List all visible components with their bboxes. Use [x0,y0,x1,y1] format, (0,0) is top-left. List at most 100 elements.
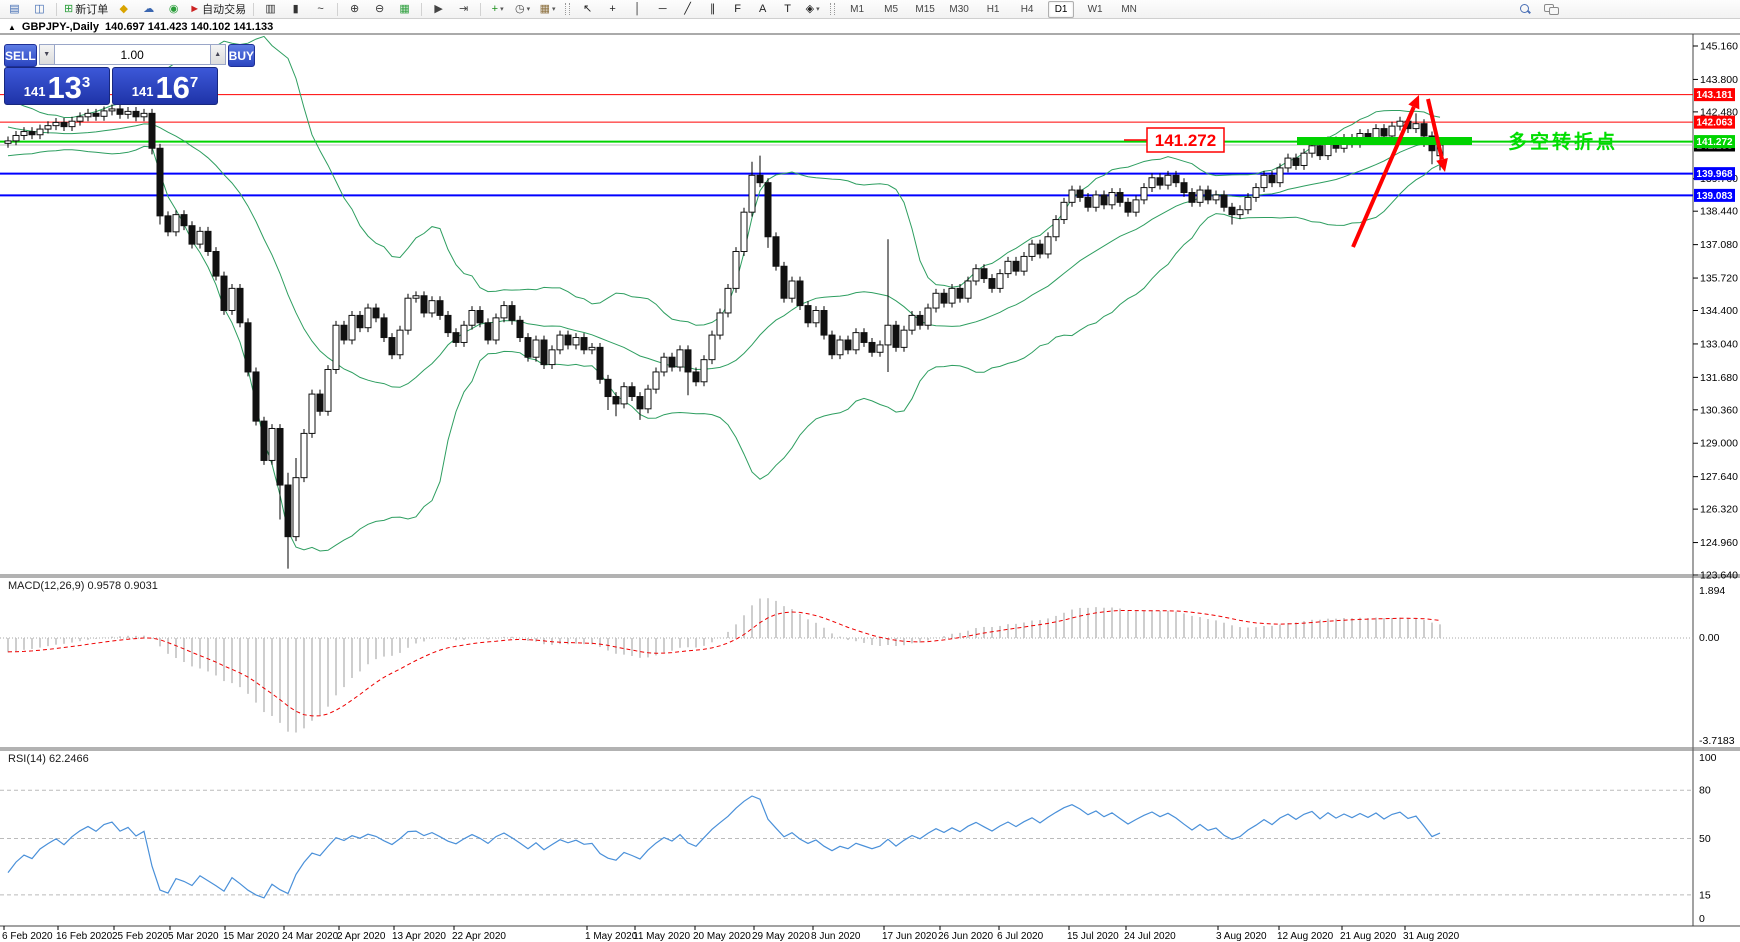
support-bar-object[interactable] [1297,137,1472,145]
date-axis-label: 21 Aug 2020 [1340,931,1397,942]
trendline-icon: ╱ [684,2,691,15]
volume-stepper: ▼ ▲ [38,44,226,65]
date-axis-label: 29 May 2020 [752,931,810,942]
bar-chart-icon: ▥ [265,2,276,15]
toolbar-separator [421,2,423,16]
one-click-trading-panel: SELL ▼ ▲ BUY 141 13 3 141 16 7 [4,44,256,105]
up-trend-arrow[interactable] [1351,95,1420,248]
megaphone-icon[interactable]: ◆ [112,1,135,17]
buy-price-sup: 7 [189,74,199,91]
candlestick-chart-icon: ▮ [292,2,299,15]
price-badge [1694,167,1735,181]
sell-price-sup: 3 [81,74,91,91]
timeframe-w1[interactable]: W1 [1087,3,1103,15]
price-axis[interactable]: 145.160143.800142.480139.760138.440137.0… [1693,41,1738,582]
down-trend-arrow[interactable] [1426,98,1448,172]
text-icon: A [758,2,767,15]
price-axis-label: 131.680 [1700,372,1738,384]
templates-button[interactable]: ▦ ▾ [536,1,559,17]
crosshair-icon[interactable]: + [601,1,624,17]
macd-axis-label: -3.7183 [1699,735,1735,747]
horizontal-line-icon: ─ [658,2,667,15]
line-chart-icon[interactable]: ~ [309,1,332,17]
date-axis[interactable]: 6 Feb 2020 16 Feb 2020 25 Feb 2020 5 Mar 20… [2,926,1460,942]
ohlc-readout: 140.697 141.423 140.102 141.133 [104,21,274,33]
crosshair-icon: + [609,2,616,15]
arrows-icon[interactable]: ◈ ▾ [801,1,824,17]
sell-price-prefix: 141 [23,84,46,99]
new-chart-icon: ▤ [9,2,20,15]
collapse-panel-icon[interactable]: ▲ [8,22,16,32]
sell-button[interactable]: SELL [4,44,37,67]
fibonacci-icon: F [734,2,741,15]
volume-input[interactable] [54,44,210,65]
tile-windows-icon: ▦ [399,2,410,15]
date-axis-label: 24 Jul 2020 [1124,931,1176,942]
main-toolbar: ▤ ◫ ⊞ 新订单 ◆ ☁ ◉ ► 自动交易 ▥ ▮ ~ ⊕ ⊖ ▦ ▶ ⇥ + ▾ ◷ ▾ ▦ ▾ ↖ + │ ─ ╱ ∥ F A T ◈ ▾ M… [0,0,1740,19]
profiles-icon[interactable]: ◫ [28,1,51,17]
fibonacci-icon[interactable]: F [726,1,749,17]
horizontal-line-icon[interactable]: ─ [651,1,674,17]
buy-price-display[interactable]: 141 16 7 [112,67,218,105]
chart-shift-icon[interactable]: ⇥ [452,1,475,17]
cn-annotation-text[interactable]: 多空转折点 [1508,130,1618,153]
periods-button[interactable]: ◷ ▾ [511,1,534,17]
community-icon: ☁ [143,2,155,15]
timeframe-mn[interactable]: MN [1121,3,1137,15]
price-axis-label: 135.720 [1700,273,1738,285]
price-axis-label: 129.000 [1700,438,1738,450]
volume-up-button[interactable]: ▲ [209,44,226,65]
date-axis-label: 15 Jul 2020 [1067,931,1119,942]
price-badge [1694,188,1735,202]
date-axis-label: 25 Feb 2020 [112,931,169,942]
buy-button[interactable]: BUY [227,44,256,67]
zoom-in-icon[interactable]: ⊕ [343,1,366,17]
date-axis-label: 24 Mar 2020 [282,931,339,942]
auto-scroll-icon[interactable]: ▶ [427,1,450,17]
date-axis-label: 13 Apr 2020 [392,931,446,942]
price-axis-label: 127.640 [1700,471,1738,483]
community-icon[interactable]: ☁ [137,1,160,17]
text-icon[interactable]: A [751,1,774,17]
bar-chart-icon[interactable]: ▥ [259,1,282,17]
new-order-button[interactable]: ⊞ 新订单 [62,1,110,17]
candlestick-chart-icon[interactable]: ▮ [284,1,307,17]
sell-price-display[interactable]: 141 13 3 [4,67,110,105]
volume-down-button[interactable]: ▼ [38,44,55,65]
cursor-icon[interactable]: ↖ [576,1,599,17]
timeframe-m1[interactable]: M1 [850,3,865,15]
chat-button[interactable] [1539,1,1562,17]
date-axis-label: 3 Aug 2020 [1216,931,1267,942]
price-callout-box[interactable] [1146,127,1225,153]
macd-axis-label: 1.894 [1699,585,1725,597]
timeframe-h1[interactable]: H1 [986,3,1000,15]
timeframe-h4[interactable]: H4 [1020,3,1034,15]
arrows-icon: ◈ [805,2,815,15]
megaphone-icon: ◆ [119,2,128,15]
price-badge-label: 141.272 [1696,137,1733,148]
text-label-icon[interactable]: T [776,1,799,17]
chart-shift-icon: ⇥ [459,2,469,15]
search-button[interactable] [1514,1,1537,17]
timeframe-m15[interactable]: M15 [915,3,935,15]
text-label-icon: T [784,2,791,15]
new-chart-icon[interactable]: ▤ [3,1,26,17]
timeframe-d1[interactable]: D1 [1048,0,1075,18]
zoom-out-icon[interactable]: ⊖ [368,1,391,17]
tile-windows-icon[interactable]: ▦ [393,1,416,17]
trendline-icon[interactable]: ╱ [676,1,699,17]
timeframe-m30[interactable]: M30 [949,3,969,15]
timeframe-m5[interactable]: M5 [884,3,899,15]
date-axis-label: 15 Mar 2020 [223,931,280,942]
autotrading-button[interactable]: ► 自动交易 [187,1,248,17]
signals-icon[interactable]: ◉ [162,1,185,17]
toolbar-separator [56,2,57,16]
rsi-line [7,795,1441,899]
vertical-line-icon[interactable]: │ [626,1,649,17]
templates-button: ▦ [539,2,551,15]
periods-button: ◷ [515,2,525,15]
indicators-button[interactable]: + ▾ [486,1,509,17]
chevron-down-icon: ▾ [500,6,504,13]
channel-icon[interactable]: ∥ [701,1,724,17]
